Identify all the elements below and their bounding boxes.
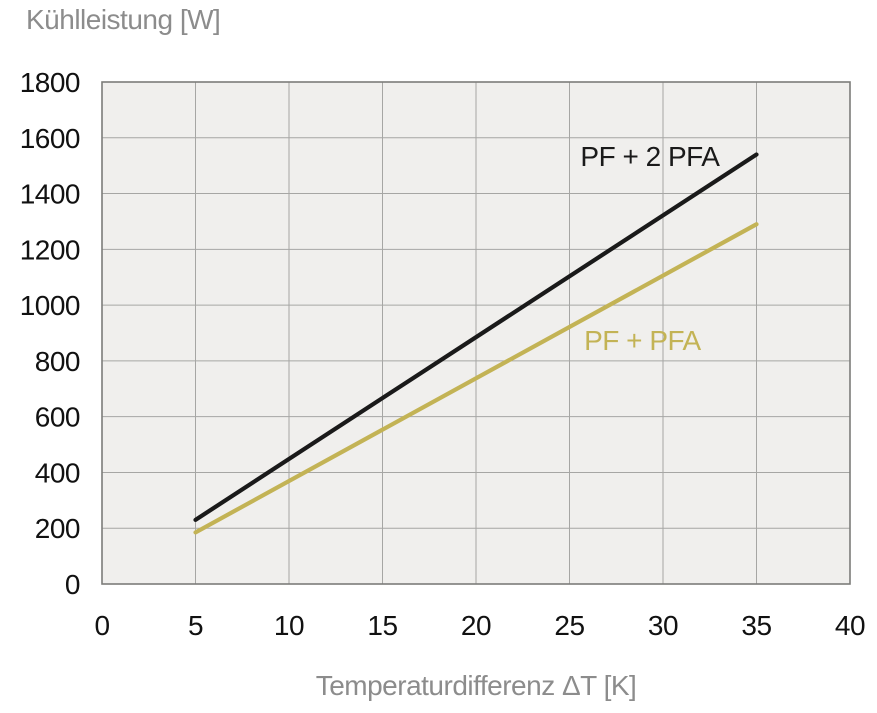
x-tick-label: 30	[648, 610, 678, 641]
y-tick-label: 600	[35, 402, 80, 433]
plot-border	[101, 81, 851, 585]
y-tick-label: 1400	[20, 179, 80, 210]
x-tick-label: 5	[188, 610, 203, 641]
series-label-pf-2-pfa: PF + 2 PFA	[580, 141, 720, 172]
y-tick-label: 0	[65, 569, 80, 600]
y-tick-label: 400	[35, 457, 80, 488]
x-tick-label: 15	[367, 610, 397, 641]
x-tick-label: 0	[94, 610, 109, 641]
x-tick-label: 25	[554, 610, 584, 641]
series-line-pf-pfa	[193, 222, 759, 535]
y-axis-title: Kühlleistung [W]	[26, 4, 221, 35]
x-tick-label: 40	[835, 610, 865, 641]
y-tick-label: 800	[35, 346, 80, 377]
x-tick-label: 20	[461, 610, 491, 641]
x-tick-label: 35	[741, 610, 771, 641]
y-tick-label: 1200	[20, 234, 80, 265]
x-axis-label: Temperaturdifferenz ΔT [K]	[315, 670, 637, 701]
y-tick-label: 1600	[20, 123, 80, 154]
series-line-pf-2-pfa	[193, 152, 759, 522]
y-tick-label: 1000	[20, 290, 80, 321]
y-tick-label: 200	[35, 513, 80, 544]
series-label-pf-pfa: PF + PFA	[584, 325, 701, 356]
x-tick-label: 10	[274, 610, 304, 641]
y-tick-label: 1800	[20, 67, 80, 98]
